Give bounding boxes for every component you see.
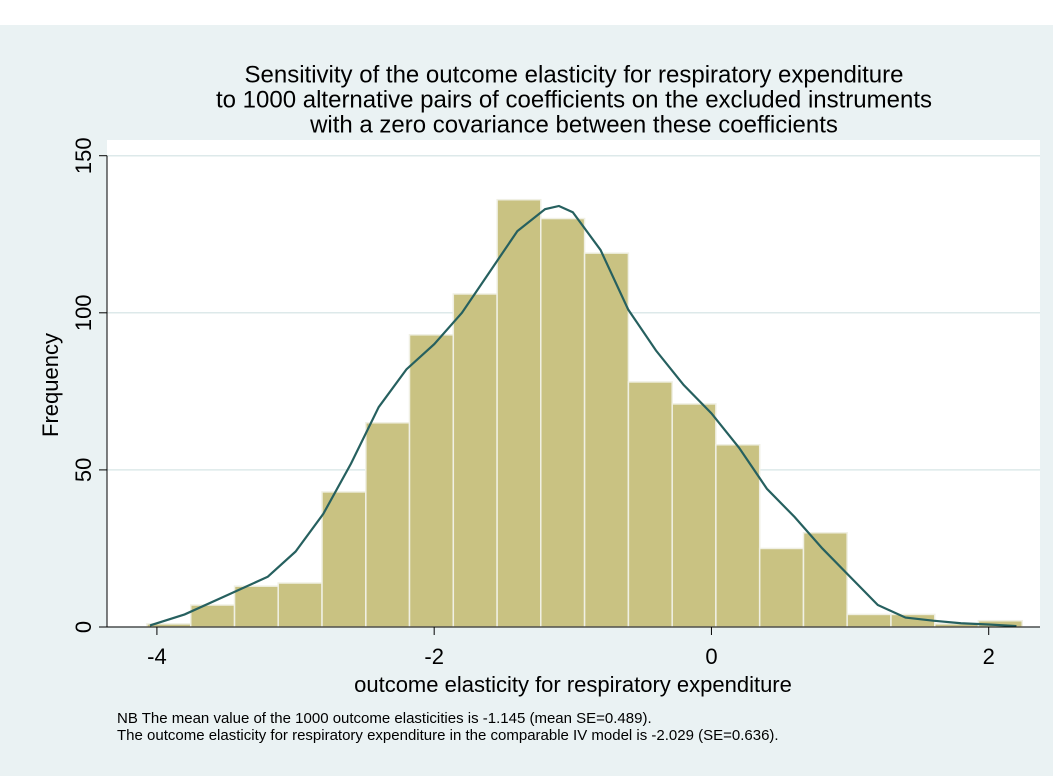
bar bbox=[627, 381, 673, 628]
bar bbox=[715, 444, 761, 628]
bar bbox=[802, 531, 848, 628]
bar bbox=[671, 403, 717, 628]
x-tick-label: -4 bbox=[147, 644, 167, 669]
y-axis-label: Frequency bbox=[38, 333, 63, 437]
note: NB The mean value of the 1000 outcome el… bbox=[117, 710, 652, 727]
x-tick-label: 2 bbox=[983, 644, 995, 669]
chart-title: with a zero covariance between these coe… bbox=[309, 111, 838, 138]
chart-title: to 1000 alternative pairs of coefficient… bbox=[216, 86, 932, 113]
chart-title: Sensitivity of the outcome elasticity fo… bbox=[245, 61, 904, 88]
bar bbox=[321, 491, 367, 628]
bar bbox=[408, 334, 455, 628]
x-tick-label: 0 bbox=[705, 644, 717, 669]
bar bbox=[452, 293, 498, 628]
bar bbox=[277, 582, 323, 628]
y-tick-label: 150 bbox=[71, 137, 96, 174]
bar bbox=[540, 217, 586, 628]
note: The outcome elasticity for respiratory e… bbox=[117, 727, 779, 744]
bar bbox=[365, 422, 411, 628]
bar bbox=[758, 547, 805, 628]
density-line bbox=[149, 204, 1017, 628]
bar bbox=[583, 252, 630, 628]
y-tick-label: 100 bbox=[71, 294, 96, 331]
x-axis-label: outcome elasticity for respiratory expen… bbox=[354, 672, 792, 697]
bar bbox=[233, 585, 279, 628]
y-tick-label: 0 bbox=[71, 621, 96, 633]
bar bbox=[496, 198, 542, 628]
bar bbox=[846, 613, 892, 628]
y-tick-label: 50 bbox=[71, 458, 96, 482]
x-tick-label: -2 bbox=[424, 644, 444, 669]
